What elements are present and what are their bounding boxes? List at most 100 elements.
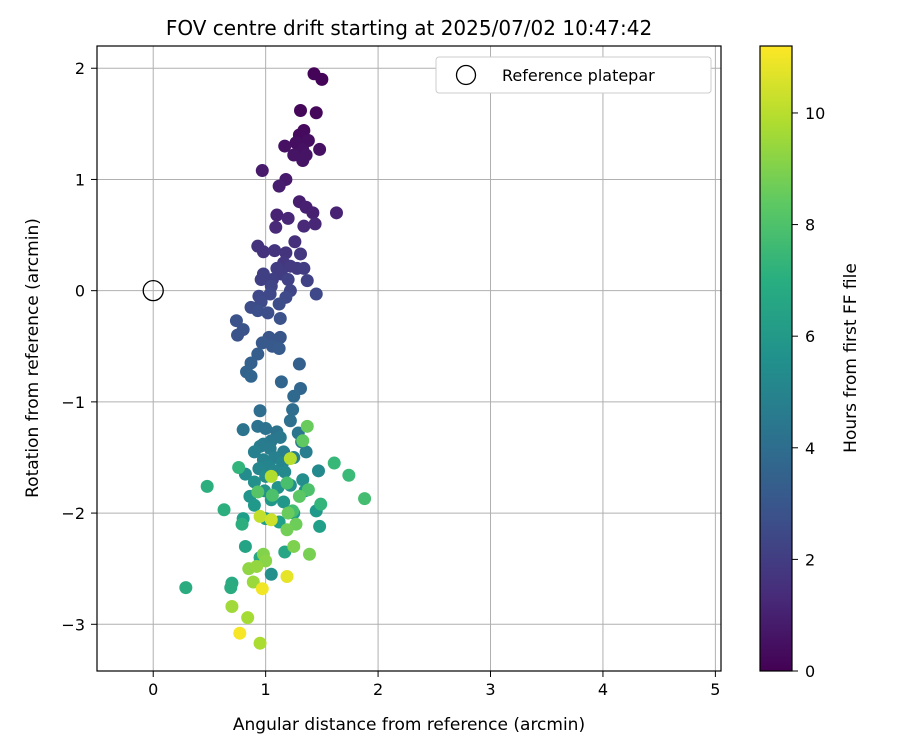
- data-point: [273, 330, 287, 344]
- data-point: [297, 261, 311, 275]
- data-point: [329, 206, 343, 220]
- data-point: [231, 328, 245, 342]
- data-point: [278, 139, 292, 153]
- data-point: [280, 523, 294, 537]
- data-point: [270, 208, 284, 222]
- x-tick-label: 1: [261, 680, 271, 699]
- data-point: [327, 456, 341, 470]
- data-point: [241, 611, 255, 625]
- data-point: [278, 465, 292, 479]
- data-point: [253, 509, 267, 523]
- data-point: [296, 434, 310, 448]
- data-point: [255, 336, 269, 350]
- data-point: [287, 389, 301, 403]
- data-point: [263, 287, 277, 301]
- data-point: [247, 475, 261, 489]
- data-point: [306, 206, 320, 220]
- data-point: [217, 503, 231, 517]
- colorbar-label: Hours from first FF file: [841, 263, 861, 453]
- plot-frame: [96, 45, 722, 672]
- data-point: [225, 599, 239, 613]
- data-point: [272, 341, 286, 355]
- data-point: [297, 124, 311, 138]
- data-point: [315, 72, 329, 86]
- y-tick-label: −1: [61, 393, 85, 412]
- grid: [97, 46, 721, 671]
- data-point: [294, 104, 308, 118]
- data-point: [264, 469, 278, 483]
- data-point: [246, 575, 260, 589]
- x-axis-label: Angular distance from reference (arcmin): [233, 715, 585, 735]
- data-point: [235, 517, 249, 531]
- data-point: [288, 235, 302, 249]
- colorbar-tick-label: 6: [805, 327, 815, 346]
- reference-layer: [142, 280, 164, 302]
- legend: Reference platepar: [435, 56, 712, 94]
- data-point: [254, 273, 268, 287]
- y-axis-label: Rotation from reference (arcmin): [23, 218, 43, 498]
- colorbar-gradient: [759, 45, 793, 672]
- data-point: [259, 422, 273, 436]
- colorbar-tick-label: 4: [805, 439, 815, 458]
- x-axis-ticks: 0 1 2 3 4 5: [148, 671, 720, 699]
- x-tick-label: 4: [598, 680, 608, 699]
- data-point: [309, 106, 323, 120]
- data-point: [179, 581, 193, 595]
- data-point: [232, 460, 246, 474]
- data-point: [229, 314, 243, 328]
- data-point: [268, 244, 282, 258]
- data-point: [253, 636, 267, 650]
- data-point: [309, 287, 323, 301]
- data-point: [280, 569, 294, 583]
- colorbar: 0 2 4 6 8 10 Hours from first FF file: [759, 45, 861, 681]
- data-point: [272, 297, 286, 311]
- data-point: [253, 404, 267, 418]
- x-tick-label: 0: [148, 680, 158, 699]
- data-point: [224, 581, 238, 595]
- data-point: [301, 483, 315, 497]
- data-point: [261, 306, 275, 320]
- data-point: [302, 547, 316, 561]
- colorbar-tick-label: 8: [805, 216, 815, 235]
- data-point: [286, 403, 300, 417]
- data-point: [238, 539, 252, 553]
- y-tick-label: 1: [75, 170, 85, 189]
- colorbar-tick-label: 10: [805, 104, 825, 123]
- data-point: [255, 582, 269, 596]
- data-point: [277, 495, 291, 509]
- data-point: [313, 142, 327, 156]
- data-point: [273, 311, 287, 325]
- y-tick-label: −3: [61, 615, 85, 634]
- data-point: [281, 273, 295, 287]
- y-axis-ticks: −3 −2 −1 0 1 2: [61, 59, 97, 634]
- reference-marker: [142, 280, 164, 302]
- data-point: [296, 154, 310, 168]
- data-point: [342, 468, 356, 482]
- data-point: [264, 567, 278, 581]
- data-point: [272, 179, 286, 193]
- data-point: [250, 559, 264, 573]
- data-point: [283, 452, 297, 466]
- data-point: [296, 473, 310, 487]
- x-tick-label: 3: [485, 680, 495, 699]
- colorbar-ticks: 0 2 4 6 8 10: [792, 104, 825, 681]
- data-point: [299, 445, 313, 459]
- data-point: [297, 219, 311, 233]
- data-point: [255, 164, 269, 178]
- data-point: [247, 445, 261, 459]
- y-tick-label: −2: [61, 504, 85, 523]
- data-point: [308, 217, 322, 231]
- colorbar-tick-label: 2: [805, 550, 815, 569]
- x-tick-label: 5: [710, 680, 720, 699]
- data-point: [287, 539, 301, 553]
- legend-box: [435, 56, 712, 94]
- data-point: [264, 513, 278, 527]
- data-point: [236, 423, 250, 437]
- data-point: [311, 464, 325, 478]
- data-point: [251, 485, 265, 499]
- y-tick-label: 0: [75, 282, 85, 301]
- data-point: [281, 211, 295, 225]
- data-point: [251, 304, 265, 318]
- data-point: [358, 492, 372, 506]
